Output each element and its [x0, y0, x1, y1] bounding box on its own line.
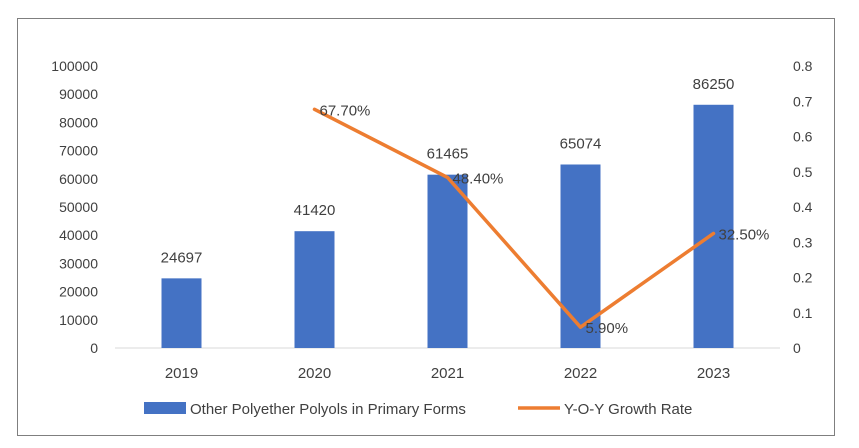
right-tick-label: 0.7: [793, 93, 813, 109]
line-data-label: 5.90%: [586, 320, 629, 337]
right-tick-label: 0.5: [793, 164, 813, 180]
x-axis-tick-labels: 2019 2020 2021 2022 2023: [165, 365, 730, 382]
left-axis-ticks: 0 10000 20000 30000 40000 50000 60000 70000 8000…: [51, 58, 98, 356]
left-tick-label: 50000: [59, 199, 98, 215]
left-tick-label: 30000: [59, 255, 98, 271]
left-tick-label: 80000: [59, 114, 98, 130]
bar: [427, 174, 468, 348]
legend-line-label: Y-O-Y Growth Rate: [564, 401, 692, 418]
x-tick-label: 2023: [697, 365, 730, 382]
x-tick-label: 2019: [165, 365, 198, 382]
line-data-label: 32.50%: [719, 226, 770, 243]
line-data-label: 48.40%: [453, 170, 504, 187]
x-tick-label: 2022: [564, 365, 597, 382]
bar-data-label: 24697: [161, 249, 203, 266]
bar: [693, 104, 734, 349]
legend-bar-swatch: [144, 402, 186, 414]
bar-data-label: 65074: [560, 135, 602, 152]
line-series: [312, 107, 716, 329]
right-tick-label: 0: [793, 340, 801, 356]
legend: Other Polyether Polyols in Primary Forms…: [144, 401, 692, 418]
line-data-label: 67.70%: [320, 102, 371, 119]
left-tick-label: 20000: [59, 284, 98, 300]
right-tick-label: 0.3: [793, 234, 813, 250]
legend-bar-label: Other Polyether Polyols in Primary Forms: [190, 401, 466, 418]
line-data-labels: 67.70% 48.40% 5.90% 32.50%: [320, 102, 770, 337]
growth-rate-line: [312, 107, 716, 329]
left-tick-label: 40000: [59, 227, 98, 243]
bar-data-label: 86250: [693, 76, 735, 93]
left-tick-label: 90000: [59, 86, 98, 102]
right-tick-label: 0.2: [793, 270, 813, 286]
right-tick-label: 0.6: [793, 129, 813, 145]
bar: [161, 278, 202, 348]
left-tick-label: 10000: [59, 312, 98, 328]
right-axis-ticks: 0 0.1 0.2 0.3 0.4 0.5 0.6 0.7 0.8: [793, 58, 813, 356]
bar: [294, 231, 335, 348]
left-tick-label: 0: [90, 340, 98, 356]
bar-data-label: 41420: [294, 202, 336, 219]
x-tick-label: 2021: [431, 365, 464, 382]
right-tick-label: 0.1: [793, 305, 813, 321]
x-tick-label: 2020: [298, 365, 331, 382]
right-tick-label: 0.8: [793, 58, 813, 74]
left-tick-label: 100000: [51, 58, 98, 74]
left-tick-label: 70000: [59, 143, 98, 159]
right-tick-label: 0.4: [793, 199, 813, 215]
bar-data-label: 61465: [427, 146, 469, 163]
bar-series: [161, 104, 734, 349]
left-tick-label: 60000: [59, 171, 98, 187]
bar-data-labels: 24697 41420 61465 65074 86250: [161, 76, 735, 267]
